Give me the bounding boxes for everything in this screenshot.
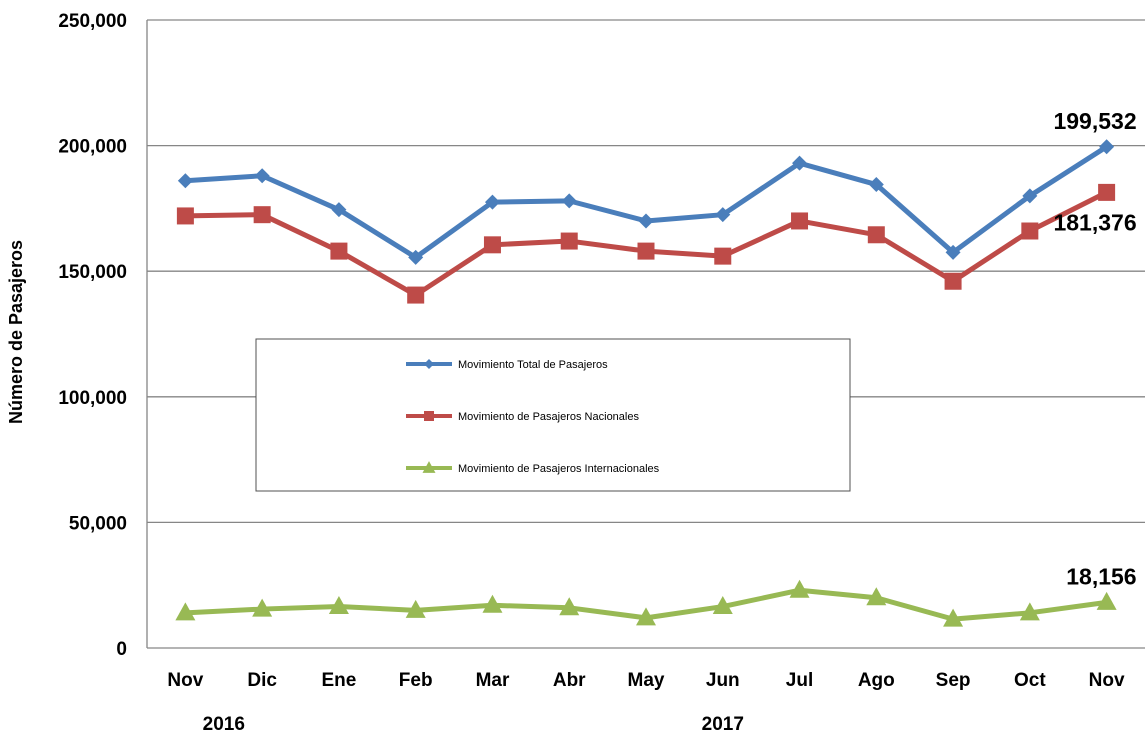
legend-item: Movimiento de Pasajeros Internacionales	[406, 461, 660, 475]
point-marker	[175, 602, 196, 621]
point-marker	[422, 461, 436, 473]
y-tick-label: 50,000	[69, 513, 127, 534]
point-marker	[867, 226, 885, 244]
point-marker	[789, 579, 810, 598]
point-marker	[1022, 188, 1038, 204]
legend-box	[255, 338, 851, 492]
point-marker	[943, 608, 964, 627]
x-tick-label: Ago	[858, 670, 895, 691]
point-marker	[252, 598, 273, 617]
point-marker	[1096, 591, 1117, 610]
point-marker	[253, 206, 271, 224]
point-marker	[254, 168, 270, 184]
x-tick-label: Dic	[247, 670, 277, 691]
point-marker	[638, 213, 654, 229]
legend-item: Movimiento de Pasajeros Nacionales	[406, 411, 639, 423]
year-label: 2017	[702, 714, 744, 733]
legend-item: Movimiento Total de Pasajeros	[406, 359, 608, 371]
point-marker	[331, 202, 347, 218]
point-marker	[714, 247, 732, 265]
point-marker	[792, 155, 808, 171]
data-labels: 199,532 181,376 18,156	[1053, 108, 1136, 590]
x-tick-label: Nov	[1089, 670, 1125, 691]
series-3	[175, 579, 1117, 627]
y-axis-label: Número de Pasajeros	[6, 240, 26, 424]
point-marker	[715, 207, 731, 223]
x-tick-label: Oct	[1014, 670, 1046, 691]
year-labels: 2016 2017	[203, 714, 744, 733]
data-label: 181,376	[1053, 209, 1136, 235]
series-layer	[175, 139, 1117, 627]
series-line	[185, 144, 1108, 260]
legend-label: Movimiento de Pasajeros Internacionales	[458, 463, 660, 475]
point-marker	[176, 207, 194, 225]
point-marker	[1019, 602, 1040, 621]
data-label: 199,532	[1053, 108, 1136, 134]
point-marker	[408, 249, 424, 265]
legend-label: Movimiento Total de Pasajeros	[458, 359, 608, 371]
point-marker	[405, 599, 426, 618]
point-marker	[712, 596, 733, 615]
point-marker	[424, 359, 434, 369]
point-marker	[636, 607, 656, 626]
point-marker	[561, 193, 577, 209]
x-tick-label: Mar	[476, 670, 510, 691]
axes	[146, 20, 1145, 649]
point-marker	[484, 194, 500, 210]
point-marker	[560, 232, 578, 250]
point-marker	[424, 411, 434, 421]
y-tick-label: 0	[116, 639, 127, 660]
x-tick-label: Sep	[936, 670, 971, 691]
point-marker	[407, 286, 425, 304]
x-tick-label: Abr	[553, 670, 586, 691]
legend: Movimiento Total de Pasajeros Movimiento …	[255, 338, 851, 492]
y-tick-labels: 0 50,000 100,000 150,000 200,000 250,000	[58, 11, 127, 660]
point-marker	[868, 177, 884, 193]
series-2	[176, 183, 1116, 304]
point-marker	[1099, 139, 1115, 155]
x-tick-label: Nov	[167, 670, 203, 691]
series-1	[177, 139, 1115, 265]
y-tick-label: 100,000	[58, 388, 127, 409]
point-marker	[559, 597, 580, 616]
point-marker	[945, 244, 961, 260]
point-marker	[1098, 183, 1116, 201]
y-tick-label: 200,000	[58, 137, 127, 158]
point-marker	[1021, 222, 1039, 240]
legend-label: Movimiento de Pasajeros Nacionales	[458, 411, 639, 423]
point-marker	[483, 236, 501, 254]
y-tick-label: 250,000	[58, 11, 127, 32]
x-tick-label: Jun	[706, 670, 740, 691]
point-marker	[328, 596, 349, 615]
point-marker	[791, 212, 809, 230]
point-marker	[177, 173, 193, 189]
x-tick-label: Jul	[786, 670, 813, 691]
x-tick-label: May	[628, 670, 665, 691]
y-tick-label: 150,000	[58, 262, 127, 283]
data-label: 18,156	[1066, 563, 1136, 589]
point-marker	[330, 242, 348, 260]
point-marker	[482, 594, 503, 613]
point-marker	[944, 272, 962, 290]
x-tick-label: Ene	[321, 670, 356, 691]
x-tick-labels: Nov Dic Ene Feb Mar Abr May Jun Jul Ago Sep Oct Nov	[167, 670, 1125, 691]
point-marker	[866, 587, 887, 606]
year-label: 2016	[203, 714, 245, 733]
point-marker	[637, 242, 655, 260]
x-tick-label: Feb	[399, 670, 433, 691]
